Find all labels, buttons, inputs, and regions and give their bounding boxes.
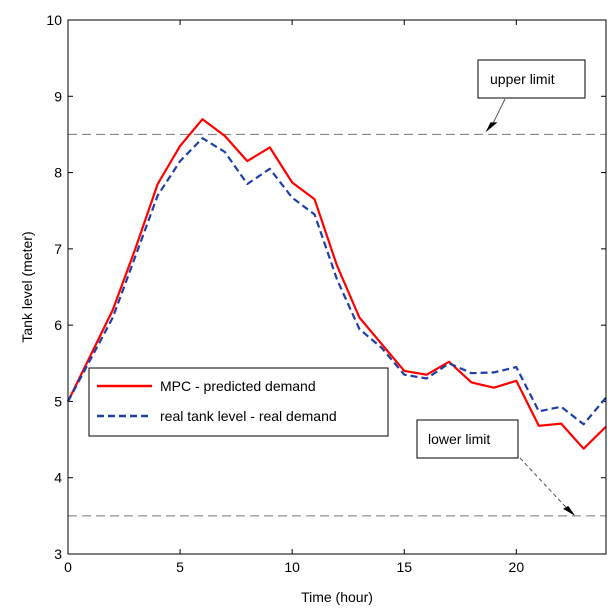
- x-axis-ticks: 0 5 10 15 20: [64, 20, 524, 575]
- reference-lines: [68, 133, 606, 517]
- annotation-lower-label: lower limit: [428, 431, 490, 447]
- y-axis-ticks: 3 4 5 6 7 8 9 10: [46, 12, 606, 562]
- annotation-upper-limit: upper limit: [477, 59, 586, 133]
- annotation-upper-label: upper limit: [490, 71, 555, 87]
- x-tick-label: 10: [284, 559, 300, 575]
- series-lines: [67, 118, 607, 450]
- y-tick-label: 4: [54, 470, 62, 486]
- x-tick-label: 15: [396, 559, 412, 575]
- y-tick-label: 9: [54, 88, 62, 104]
- x-tick-label: 20: [509, 559, 525, 575]
- annotation-lower-box: [416, 419, 519, 459]
- x-tick-label: 0: [64, 559, 72, 575]
- y-tick-label: 3: [54, 546, 62, 562]
- y-axis-label: Tank level (meter): [19, 231, 35, 342]
- x-axis-label: Time (hour): [301, 589, 373, 605]
- y-tick-label: 8: [54, 165, 62, 181]
- plot-area-frame: [67, 19, 607, 555]
- legend-box: [88, 367, 389, 437]
- annotation-upper-arrow: [491, 98, 506, 127]
- y-tick-label: 5: [54, 393, 62, 409]
- y-tick-label: 10: [46, 12, 62, 28]
- annotation-upper-arrowhead: [485, 122, 498, 133]
- annotation-upper-box: [477, 59, 586, 99]
- x-tick-label: 5: [176, 559, 184, 575]
- legend-label-mpc: MPC - predicted demand: [160, 378, 316, 394]
- legend-label-real: real tank level - real demand: [160, 408, 337, 424]
- y-tick-label: 7: [54, 241, 62, 257]
- series-line-real: [67, 137, 607, 426]
- y-tick-label: 6: [54, 317, 62, 333]
- series-line-mpc: [67, 118, 607, 450]
- legend: MPC - predicted demand real tank level -…: [88, 367, 389, 437]
- annotation-lower-limit: lower limit: [416, 419, 576, 516]
- annotation-lower-arrow: [519, 457, 572, 514]
- annotation-lower-arrowhead: [563, 505, 576, 516]
